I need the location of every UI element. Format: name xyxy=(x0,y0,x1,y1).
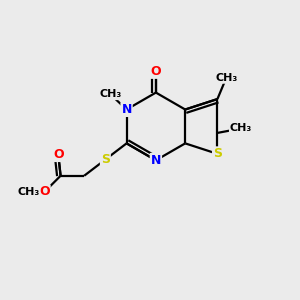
Text: CH₃: CH₃ xyxy=(99,89,122,99)
Text: CH₃: CH₃ xyxy=(215,73,237,83)
Text: CH₃: CH₃ xyxy=(230,124,252,134)
Text: S: S xyxy=(213,147,222,160)
Text: O: O xyxy=(53,148,64,161)
Text: O: O xyxy=(39,185,50,199)
Text: N: N xyxy=(151,154,161,167)
Text: O: O xyxy=(151,65,161,78)
Text: CH₃: CH₃ xyxy=(17,187,39,197)
Text: S: S xyxy=(101,153,110,166)
Text: N: N xyxy=(122,103,132,116)
